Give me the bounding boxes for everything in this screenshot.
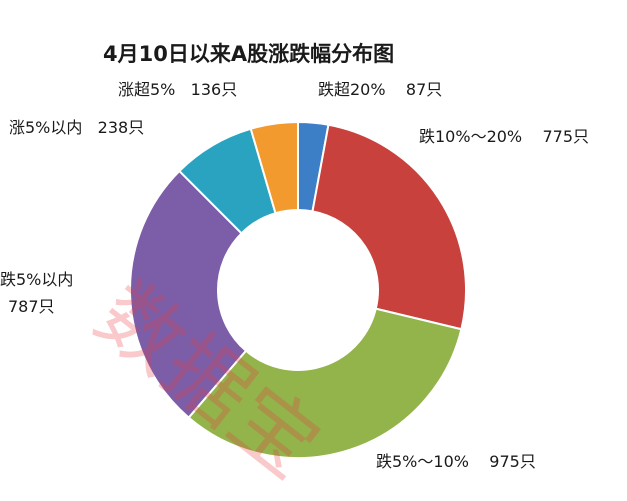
slice-label-0: 跌超20% 87只 — [318, 80, 443, 99]
donut-chart: 4月10日以来A股涨跌幅分布图 跌超20% 87只 跌10%～20% 775只 … — [0, 42, 590, 497]
donut-slice-2 — [187, 307, 463, 459]
donut-slice-3 — [129, 169, 248, 419]
slice-label-5: 涨超5% 136只 — [118, 80, 238, 99]
slice-label-4: 涨5%以内 238只 — [9, 118, 145, 137]
chart-title: 4月10日以来A股涨跌幅分布图 — [103, 42, 395, 66]
donut-svg — [129, 120, 467, 459]
slice-label-1: 跌10%～20% 775只 — [419, 127, 590, 146]
donut-slice-5 — [249, 120, 299, 215]
slice-label-2: 跌5%～10% 975只 — [376, 452, 536, 471]
slice-label-3: 跌5%以内 787只 — [0, 270, 74, 316]
donut-slice-1 — [311, 123, 467, 331]
